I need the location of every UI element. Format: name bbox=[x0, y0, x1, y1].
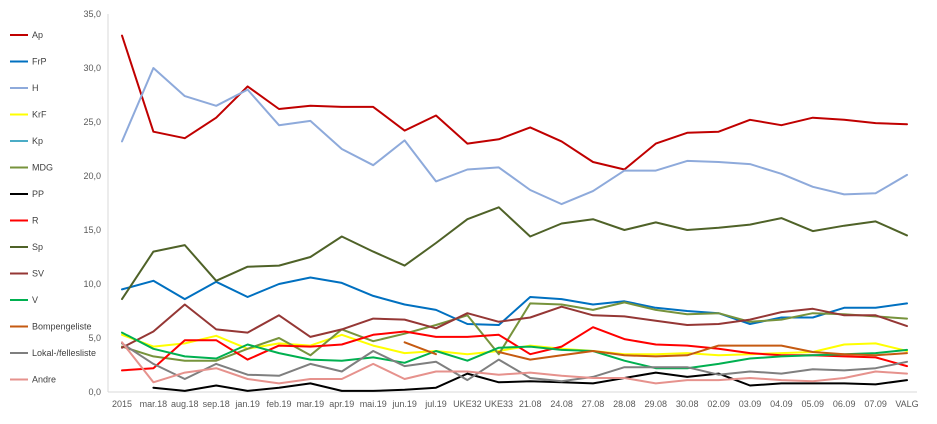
series-line-sv bbox=[121, 303, 908, 349]
y-tick-label: 5,0 bbox=[88, 333, 101, 343]
x-tick-label: 30.08 bbox=[676, 399, 699, 409]
series-line-h bbox=[121, 67, 908, 206]
series-line-frp bbox=[121, 276, 908, 326]
x-tick-label: mar.19 bbox=[297, 399, 325, 409]
x-tick-label: jun.19 bbox=[391, 399, 417, 409]
x-tick-label: 24.08 bbox=[550, 399, 573, 409]
series-line-ap bbox=[121, 34, 908, 171]
legend: Ap FrP H KrF Kp MDG PP R Sp SV V Bompengeliste Lokal… bbox=[10, 30, 96, 385]
x-tick-label: 07.09 bbox=[864, 399, 887, 409]
x-tick-label: VALG bbox=[895, 399, 918, 409]
x-tick-label: aug.18 bbox=[171, 399, 199, 409]
y-tick-label: 20,0 bbox=[83, 171, 101, 181]
series-line-pp bbox=[152, 371, 908, 392]
legend-label-r: R bbox=[32, 216, 39, 226]
legend-label-v: V bbox=[32, 295, 38, 305]
legend-label-h: H bbox=[32, 83, 39, 93]
series-line-v bbox=[121, 331, 908, 370]
legend-label-krf: KrF bbox=[32, 110, 47, 120]
plot-area: 0,0 5,0 10,0 15,0 20,0 25,0 30,0 35,0 2015 mar.18… bbox=[83, 9, 918, 409]
series-line-bompengeliste bbox=[497, 344, 908, 361]
series-line-andre bbox=[121, 341, 908, 385]
legend-label-andre: Andre bbox=[32, 375, 56, 385]
legend-label-sv: SV bbox=[32, 269, 44, 279]
series-line-lokal-fellesliste bbox=[121, 342, 908, 383]
y-tick-label: 25,0 bbox=[83, 117, 101, 127]
legend-label-kp: Kp bbox=[32, 136, 43, 146]
y-tick-label: 10,0 bbox=[83, 279, 101, 289]
legend-label-bompengeliste: Bompengeliste bbox=[32, 322, 92, 332]
x-tick-label: 03.09 bbox=[739, 399, 762, 409]
x-tick-label: 06.09 bbox=[833, 399, 856, 409]
x-tick-label: 21.08 bbox=[519, 399, 542, 409]
x-tick-label: 29.08 bbox=[645, 399, 668, 409]
x-tick-label: jul.19 bbox=[424, 399, 447, 409]
series-line-mdg bbox=[121, 301, 908, 362]
y-tick-label: 0,0 bbox=[88, 387, 101, 397]
x-tick-label: 02.09 bbox=[707, 399, 730, 409]
legend-label-frp: FrP bbox=[32, 57, 47, 67]
y-tick-label: 35,0 bbox=[83, 9, 101, 19]
x-tick-label: jan.19 bbox=[234, 399, 260, 409]
x-tick-label: UKE32 bbox=[453, 399, 482, 409]
x-tick-label: sep.18 bbox=[203, 399, 230, 409]
x-tick-label: mar.18 bbox=[140, 399, 168, 409]
x-tick-label: 05.09 bbox=[802, 399, 825, 409]
x-tick-label: 2015 bbox=[112, 399, 132, 409]
series-line-sp bbox=[121, 206, 908, 301]
x-tick-label: mai.19 bbox=[360, 399, 387, 409]
legend-label-lokal-fellesliste: Lokal-/fellesliste bbox=[32, 348, 96, 358]
x-tick-label: apr.19 bbox=[329, 399, 354, 409]
legend-label-pp: PP bbox=[32, 189, 44, 199]
series-line-r bbox=[121, 326, 908, 372]
legend-label-sp: Sp bbox=[32, 242, 43, 252]
x-tick-label: 28.08 bbox=[613, 399, 636, 409]
x-tick-label: UKE33 bbox=[485, 399, 514, 409]
y-tick-label: 30,0 bbox=[83, 63, 101, 73]
series-line-bompengeliste bbox=[403, 341, 437, 356]
x-tick-label: feb.19 bbox=[266, 399, 291, 409]
x-tick-label: 04.09 bbox=[770, 399, 793, 409]
legend-label-mdg: MDG bbox=[32, 163, 53, 173]
y-tick-label: 15,0 bbox=[83, 225, 101, 235]
x-tick-label: 27.08 bbox=[582, 399, 605, 409]
legend-label-ap: Ap bbox=[32, 30, 43, 40]
